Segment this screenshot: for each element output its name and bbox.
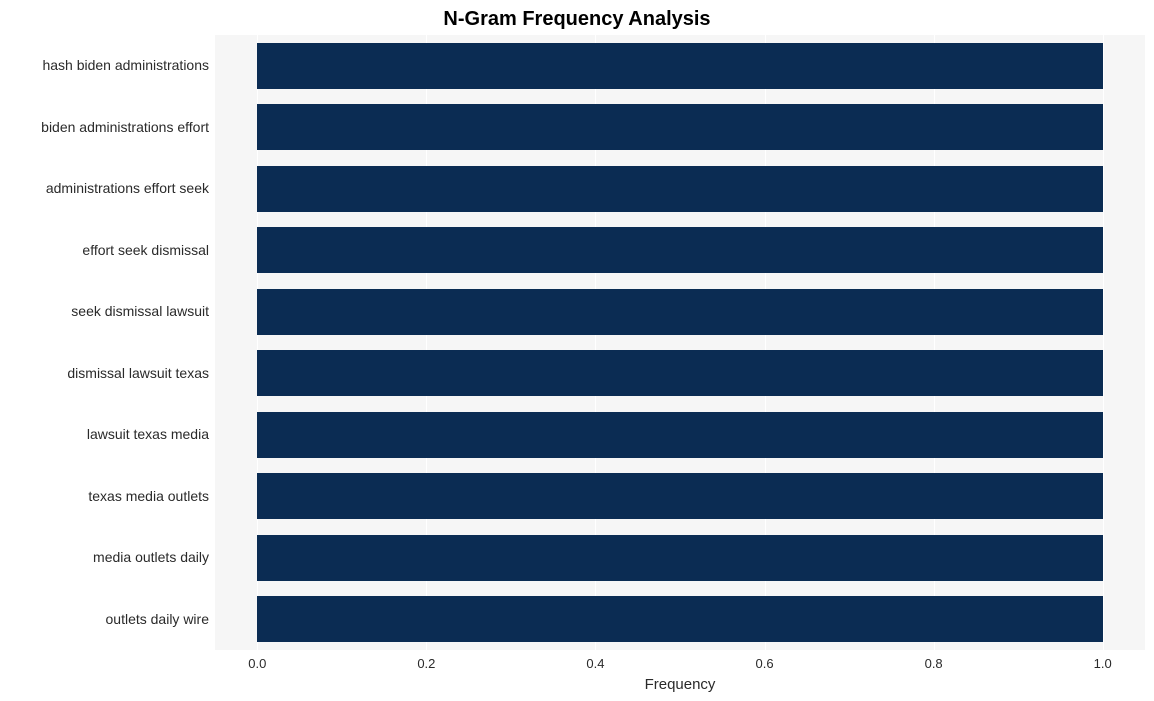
chart-title: N-Gram Frequency Analysis — [0, 8, 1154, 31]
bar — [257, 289, 1102, 335]
bar — [257, 166, 1102, 212]
bar — [257, 227, 1102, 273]
bar — [257, 412, 1102, 458]
x-tick-label: 0.0 — [248, 656, 266, 671]
bar — [257, 104, 1102, 150]
ngram-chart: N-Gram Frequency Analysis Frequency 0.0 0… — [0, 0, 1154, 701]
y-tick-label: hash biden administrations — [42, 57, 209, 73]
y-tick-label: outlets daily wire — [106, 611, 210, 627]
x-tick-label: 0.4 — [586, 656, 604, 671]
y-tick-label: seek dismissal lawsuit — [71, 303, 209, 319]
x-axis-title: Frequency — [215, 676, 1145, 693]
gridline — [1103, 35, 1104, 650]
y-tick-label: biden administrations effort — [41, 119, 209, 135]
x-tick-label: 0.2 — [417, 656, 435, 671]
x-tick-label: 0.8 — [925, 656, 943, 671]
x-tick-label: 0.6 — [755, 656, 773, 671]
y-tick-label: texas media outlets — [88, 488, 209, 504]
y-tick-label: administrations effort seek — [46, 180, 209, 196]
y-tick-label: lawsuit texas media — [87, 426, 209, 442]
y-tick-label: media outlets daily — [93, 549, 209, 565]
x-tick-label: 1.0 — [1094, 656, 1112, 671]
y-tick-label: effort seek dismissal — [82, 242, 209, 258]
bar — [257, 43, 1102, 89]
plot-area — [215, 35, 1145, 650]
y-tick-label: dismissal lawsuit texas — [67, 365, 209, 381]
bar — [257, 473, 1102, 519]
bar — [257, 350, 1102, 396]
bar — [257, 596, 1102, 642]
bar — [257, 535, 1102, 581]
